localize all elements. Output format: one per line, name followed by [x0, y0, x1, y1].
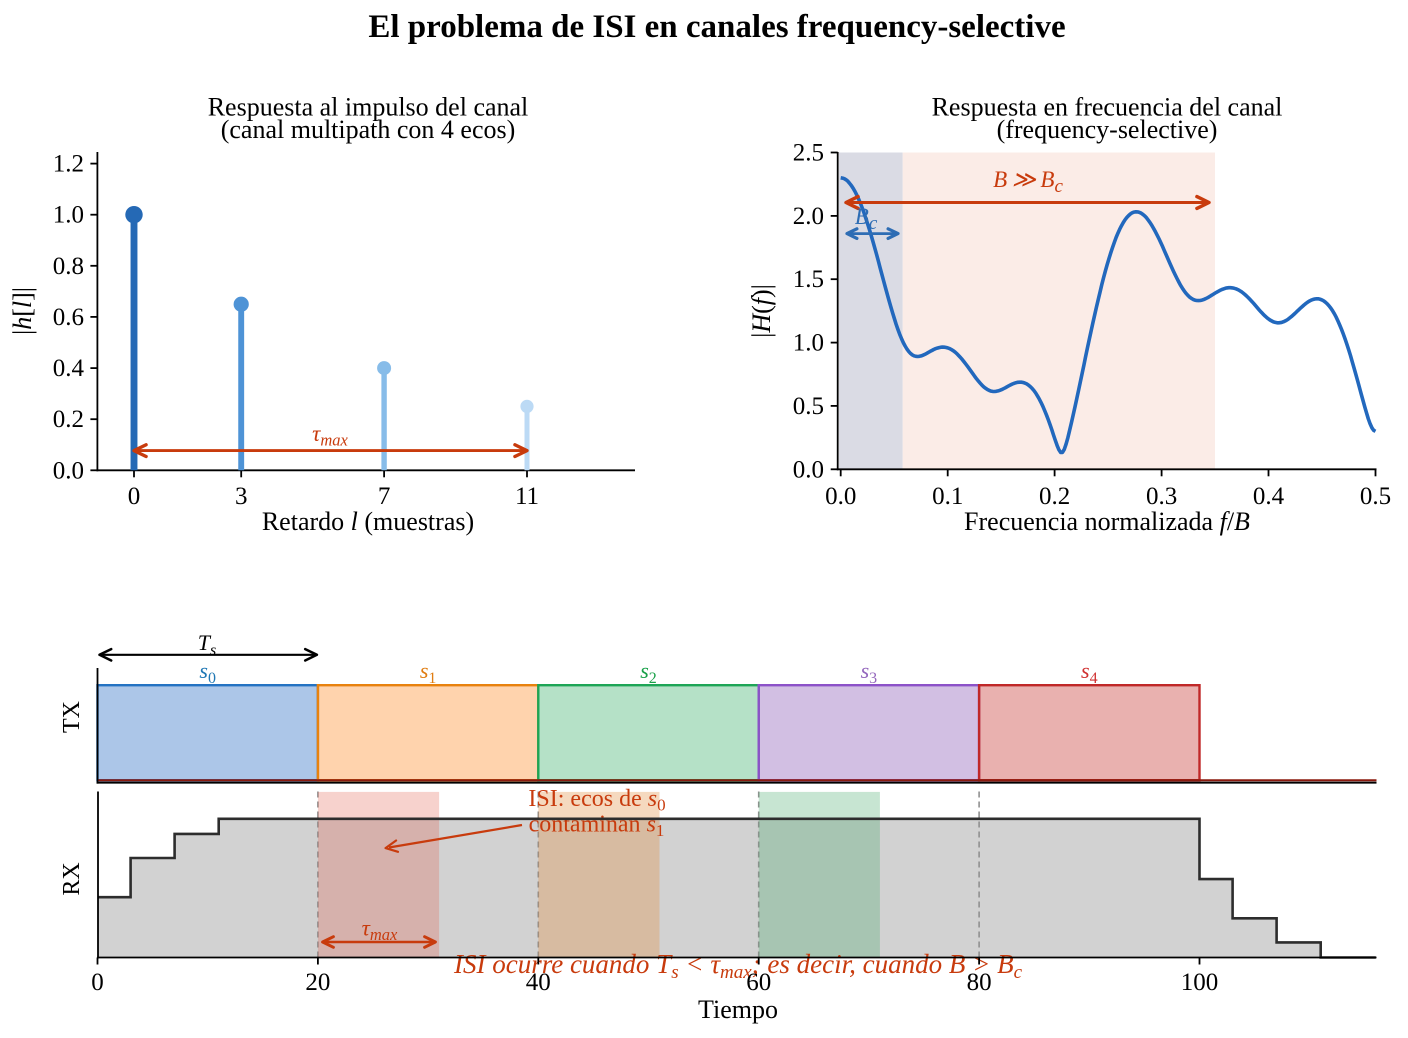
svg-text:0.0: 0.0: [825, 483, 856, 510]
svg-text:11: 11: [515, 483, 539, 510]
svg-text:0.3: 0.3: [1146, 483, 1177, 510]
svg-text:contaminan s1: contaminan s1: [529, 812, 665, 841]
svg-text:80: 80: [967, 969, 992, 996]
svg-text:RX: RX: [59, 862, 85, 895]
svg-text:El problema de ISI en canales: El problema de ISI en canales frequency-…: [368, 9, 1065, 45]
svg-text:0: 0: [128, 483, 141, 510]
svg-text:100: 100: [1181, 969, 1219, 996]
svg-text:Tiempo: Tiempo: [698, 995, 778, 1024]
svg-text:20: 20: [305, 969, 330, 996]
svg-text:2.5: 2.5: [793, 140, 824, 167]
svg-text:Respuesta en frecuencia del ca: Respuesta en frecuencia del canal: [932, 93, 1283, 122]
svg-text:Retardo l (muestras): Retardo l (muestras): [262, 507, 474, 536]
svg-text:40: 40: [526, 969, 551, 996]
svg-text:0: 0: [91, 969, 104, 996]
svg-text:1.0: 1.0: [53, 202, 84, 229]
svg-text:1.2: 1.2: [53, 151, 84, 178]
svg-text:0.5: 0.5: [1360, 483, 1391, 510]
svg-text:|h[l]|: |h[l]|: [8, 287, 37, 335]
svg-text:0.6: 0.6: [53, 304, 84, 331]
svg-text:Frecuencia normalizada f/B: Frecuencia normalizada f/B: [964, 507, 1250, 536]
svg-text:60: 60: [746, 969, 771, 996]
svg-text:0.0: 0.0: [53, 457, 84, 484]
svg-text:TX: TX: [59, 701, 85, 733]
svg-text:3: 3: [235, 483, 248, 510]
svg-text:0.2: 0.2: [1039, 483, 1070, 510]
svg-text:7: 7: [378, 483, 391, 510]
svg-text:0.1: 0.1: [932, 483, 963, 510]
svg-text:1.0: 1.0: [793, 330, 824, 357]
svg-text:0.0: 0.0: [793, 456, 824, 483]
svg-text:ISI: ecos de s0: ISI: ecos de s0: [528, 786, 665, 815]
svg-text:0.8: 0.8: [53, 253, 84, 280]
svg-text:0.2: 0.2: [53, 406, 84, 433]
svg-text:0.4: 0.4: [53, 355, 85, 382]
svg-text:0.5: 0.5: [793, 393, 824, 420]
svg-text:1.5: 1.5: [793, 266, 824, 293]
svg-text:0.4: 0.4: [1253, 483, 1285, 510]
svg-text:(frequency-selective): (frequency-selective): [997, 115, 1218, 144]
svg-text:|H(f)|: |H(f)|: [747, 284, 776, 338]
svg-text:ISI ocurre cuando Ts < τmax; e: ISI ocurre cuando Ts < τmax; es decir, c…: [453, 949, 1023, 983]
svg-text:(canal multipath con 4 ecos): (canal multipath con 4 ecos): [221, 115, 516, 144]
svg-text:2.0: 2.0: [793, 203, 824, 230]
svg-text:Respuesta al impulso del canal: Respuesta al impulso del canal: [208, 93, 529, 122]
